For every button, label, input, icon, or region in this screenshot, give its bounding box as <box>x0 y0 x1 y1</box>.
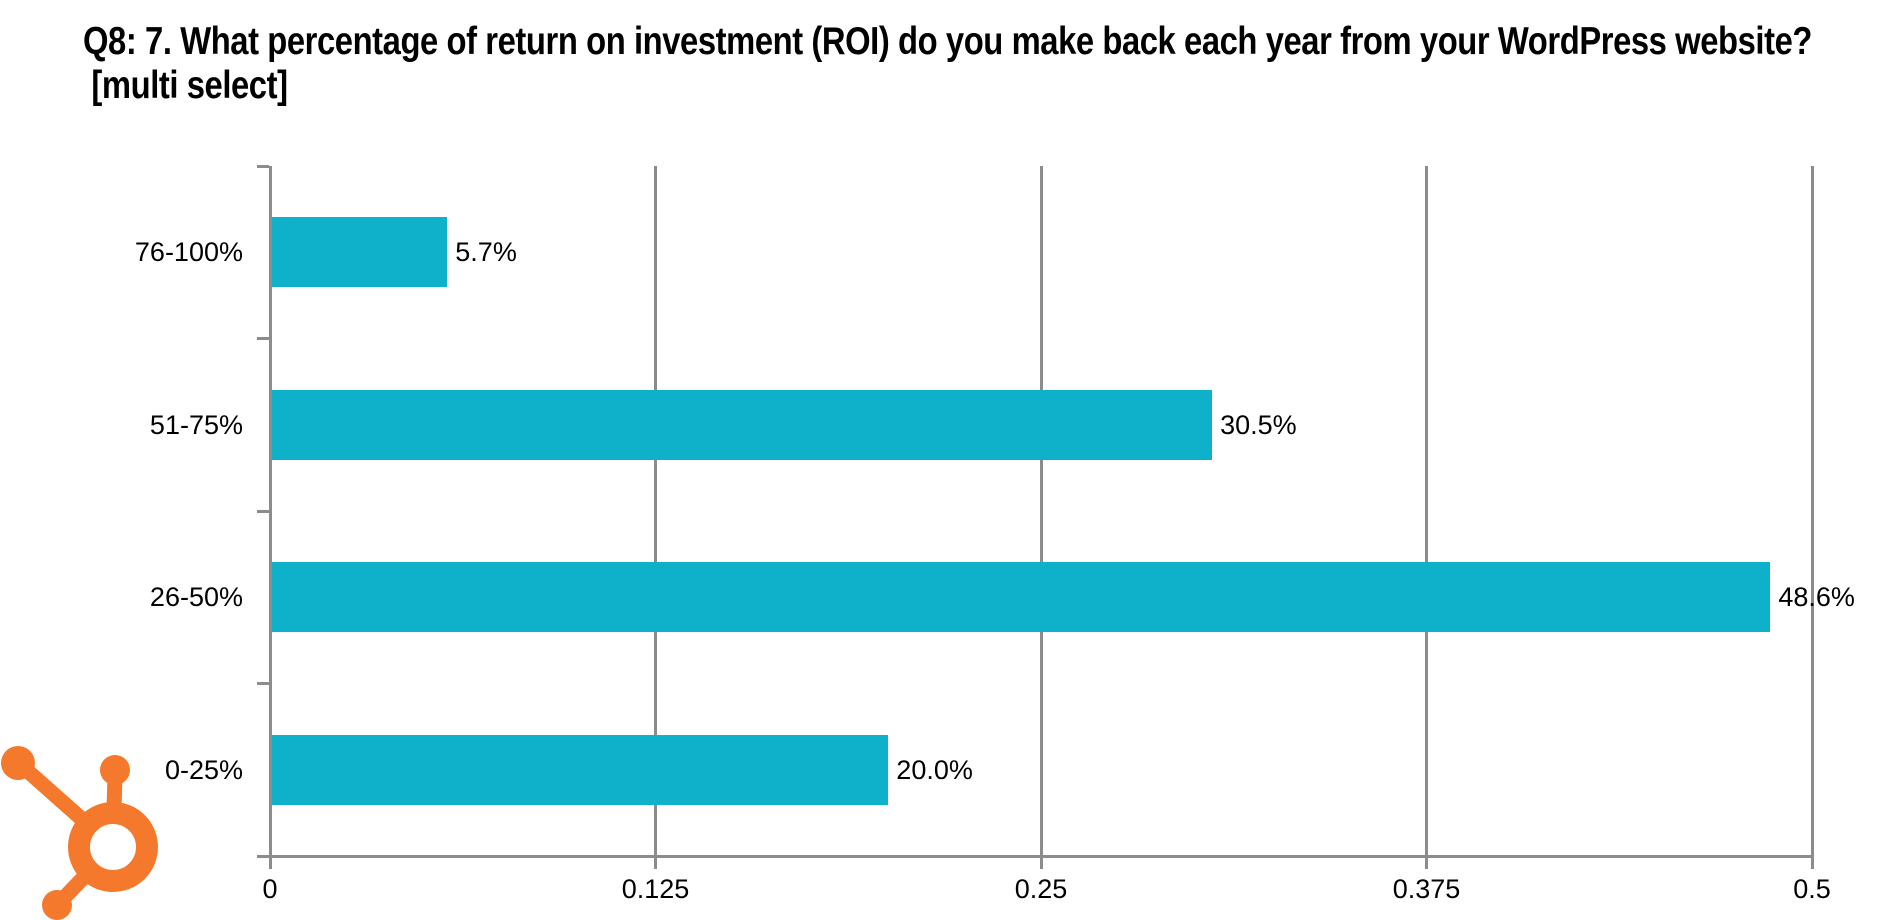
x-tick-label: 0.5 <box>1793 874 1831 904</box>
value-label: 48.6% <box>1778 582 1855 613</box>
x-gridline <box>1810 166 1814 856</box>
category-label: 51-75% <box>149 409 243 440</box>
bar <box>271 389 1213 460</box>
category-label: 76-100% <box>134 237 243 268</box>
x-tick-label: 0.25 <box>1014 874 1068 904</box>
y-axis-tick <box>256 164 269 168</box>
y-axis-tick <box>256 682 269 685</box>
logo-node-upper-left <box>1 746 35 780</box>
category-label: 0-25% <box>164 754 243 785</box>
x-gridline <box>1039 166 1043 856</box>
logo-ring <box>68 802 158 892</box>
y-axis-tick <box>256 509 269 513</box>
hubspot-logo <box>1 746 158 920</box>
chart-title-line2: [multi select] <box>91 64 288 107</box>
x-axis-tick <box>1039 856 1043 869</box>
category-label: 26-50% <box>149 582 243 613</box>
chart-title-line1: Q8: 7. What percentage of return on inve… <box>83 20 1812 63</box>
y-axis-tick <box>256 337 269 340</box>
x-tick-label: 0.375 <box>1392 874 1461 904</box>
value-label: 30.5% <box>1220 409 1297 440</box>
value-label: 5.7% <box>455 237 517 268</box>
y-axis-line <box>268 166 272 856</box>
value-label: 20.0% <box>896 754 973 785</box>
x-axis-tick <box>268 856 272 869</box>
x-axis-tick <box>654 856 657 869</box>
bar <box>271 734 889 805</box>
bar <box>271 562 1771 633</box>
y-axis-tick <box>256 854 269 858</box>
page-title: Q8: 7. What percentage of return on inve… <box>83 20 1812 108</box>
bar <box>271 217 448 288</box>
x-axis-tick <box>1425 856 1428 869</box>
x-gridline <box>654 166 657 856</box>
logo-node-top <box>100 755 130 785</box>
logo-node-lower-left <box>42 890 72 920</box>
x-tick-label: 0.125 <box>621 874 690 904</box>
x-gridline <box>1425 166 1428 856</box>
x-axis-line <box>268 854 1814 858</box>
x-tick-label: 0 <box>262 874 278 904</box>
x-axis-tick <box>1810 856 1814 869</box>
logo-spoke-upper-left <box>17 760 89 827</box>
